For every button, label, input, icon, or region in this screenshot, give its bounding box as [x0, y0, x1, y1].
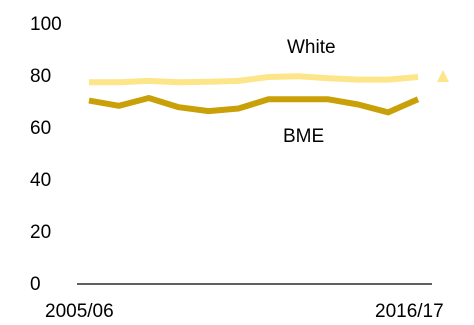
plot-area [88, 70, 449, 116]
y-tick-label-40: 40 [30, 170, 51, 191]
x-tick-label-last: 2016/17 [375, 301, 444, 322]
x-axis: 2005/06 2016/17 [45, 301, 444, 322]
y-axis: 100 80 60 40 20 0 [30, 14, 62, 295]
y-tick-label-0: 0 [30, 274, 41, 295]
series-line-white [89, 73, 419, 86]
y-tick-label-100: 100 [30, 14, 62, 35]
y-tick-label-60: 60 [30, 118, 51, 139]
triangle-marker [437, 70, 449, 83]
series-label-white: White [287, 37, 336, 58]
series-line-bme [88, 95, 420, 116]
y-tick-label-80: 80 [30, 66, 51, 87]
y-tick-label-20: 20 [30, 222, 51, 243]
series-label-bme: BME [283, 126, 324, 147]
x-tick-label-first: 2005/06 [45, 301, 114, 322]
